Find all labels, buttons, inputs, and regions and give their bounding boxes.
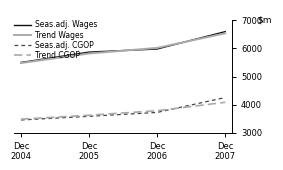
Seas.adj. CGOP bbox=[19, 119, 23, 121]
Seas.adj. Wages bbox=[19, 61, 23, 63]
Trend CGOP bbox=[224, 101, 227, 103]
Seas.adj. CGOP bbox=[87, 115, 91, 117]
Line: Trend Wages: Trend Wages bbox=[21, 33, 225, 63]
Trend Wages bbox=[224, 32, 227, 34]
Legend: Seas.adj. Wages, Trend Wages, Seas.adj. CGOP, Trend CGOP: Seas.adj. Wages, Trend Wages, Seas.adj. … bbox=[14, 20, 97, 60]
Trend Wages bbox=[87, 53, 91, 55]
Trend Wages bbox=[155, 47, 159, 49]
Seas.adj. CGOP bbox=[224, 97, 227, 99]
Line: Trend CGOP: Trend CGOP bbox=[21, 102, 225, 119]
Line: Seas.adj. Wages: Seas.adj. Wages bbox=[21, 32, 225, 62]
Trend CGOP bbox=[19, 118, 23, 120]
Seas.adj. CGOP bbox=[155, 111, 159, 113]
Trend CGOP bbox=[155, 110, 159, 112]
Trend CGOP bbox=[87, 114, 91, 116]
Line: Seas.adj. CGOP: Seas.adj. CGOP bbox=[21, 98, 225, 120]
Seas.adj. Wages bbox=[87, 51, 91, 53]
Trend Wages bbox=[19, 62, 23, 64]
Seas.adj. Wages bbox=[155, 48, 159, 50]
Seas.adj. Wages bbox=[224, 31, 227, 33]
Y-axis label: $m: $m bbox=[258, 16, 272, 25]
